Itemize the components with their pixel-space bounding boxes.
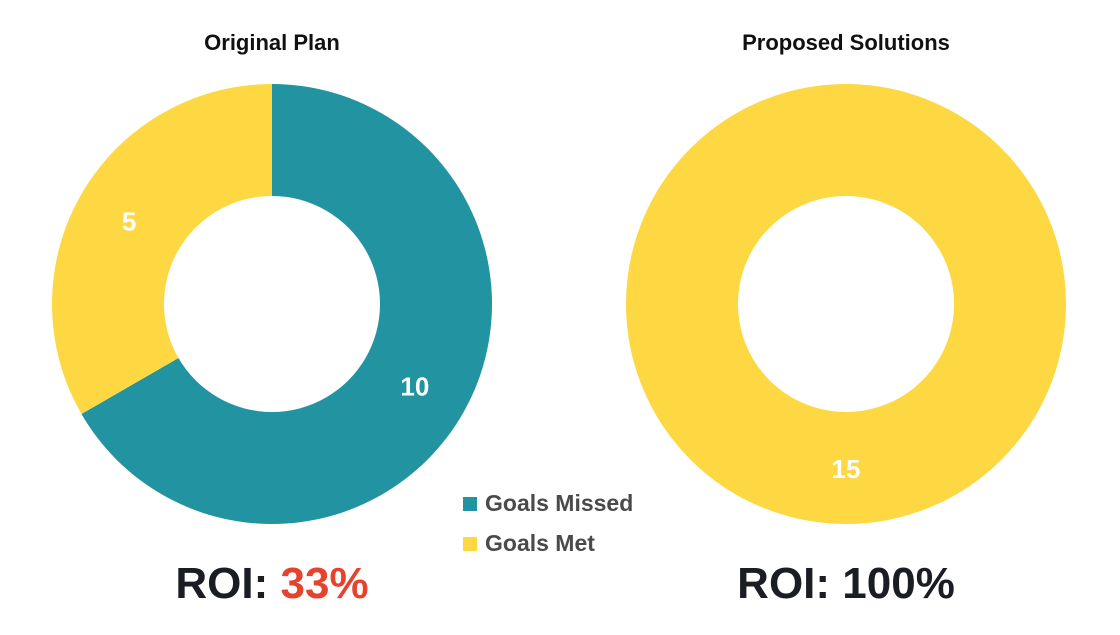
roi-annotation: ROI: 33% xyxy=(175,559,368,608)
chart-title: Original Plan xyxy=(204,30,340,55)
data-label: 15 xyxy=(832,454,861,484)
legend-label: Goals Met xyxy=(485,530,595,556)
roi-annotation: ROI: 100% xyxy=(737,559,955,608)
legend-swatch xyxy=(463,497,477,511)
roi-value: 100% xyxy=(842,559,955,608)
chart-title: Proposed Solutions xyxy=(742,30,950,55)
legend-label: Goals Missed xyxy=(485,490,633,516)
roi-label: ROI: xyxy=(175,559,280,608)
roi-label: ROI: xyxy=(737,559,842,608)
data-label: 5 xyxy=(122,206,136,236)
data-label: 10 xyxy=(400,371,429,401)
donut-segment: Goals Met xyxy=(626,84,1066,524)
legend-swatch xyxy=(463,537,477,551)
roi-value: 33% xyxy=(281,559,369,608)
donut-segment: Goals Met xyxy=(52,84,272,414)
donut-segment: Goals Missed xyxy=(81,84,492,524)
